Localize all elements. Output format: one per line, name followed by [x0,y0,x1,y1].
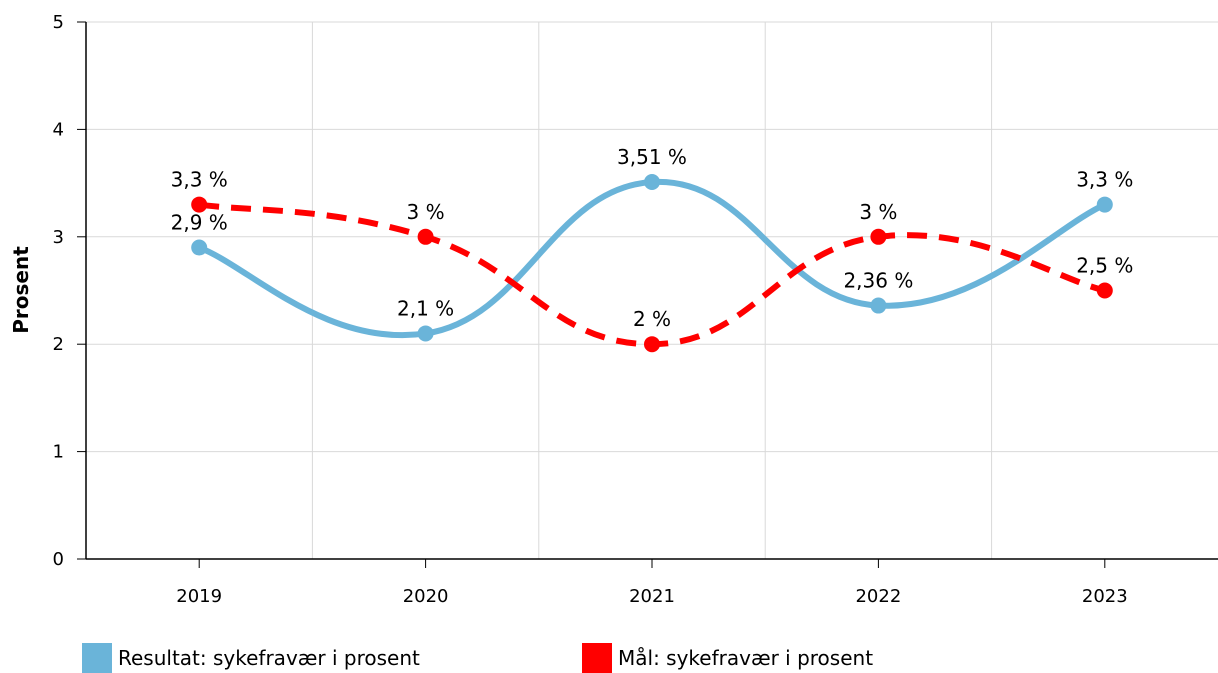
legend-item-resultat[interactable]: Resultat: sykefravær i prosent [82,643,420,673]
data-point-resultat [870,297,887,314]
data-point-resultat [191,239,208,256]
data-point-resultat [417,325,434,342]
y-tick-label: 0 [53,549,64,570]
x-tick-label: 2021 [629,586,675,607]
x-tick-label: 2023 [1082,586,1128,607]
y-axis-title: Prosent [9,246,33,334]
data-label-resultat: 2,36 % [843,269,913,293]
data-label-resultat: 2,9 % [171,211,228,235]
data-label-resultat: 2,1 % [397,296,454,320]
legend-label-mal: Mål: sykefravær i prosent [618,646,874,670]
data-point-mal [644,336,660,353]
data-point-mal [417,228,434,245]
x-tick-label: 2019 [176,586,222,607]
data-label-mal: 3 % [407,200,445,224]
y-tick-label: 3 [53,227,64,248]
x-tick-label: 2022 [855,586,901,607]
label-layer: 2,9 % 2,1 % 3,51 % 2,36 % 3,3 % 3,3 % 3 % 2 % 3 … [171,145,1134,331]
series-layer [191,174,1113,353]
x-tick-label: 2020 [403,586,449,607]
data-label-mal: 3,3 % [171,168,228,192]
y-tick-label: 4 [53,119,64,140]
y-tick-label: 5 [53,12,64,33]
data-label-mal: 2 % [633,307,671,331]
data-label-resultat: 3,3 % [1076,168,1133,192]
data-point-resultat [1096,196,1113,213]
data-point-mal [191,196,208,213]
data-label-resultat: 3,51 % [617,145,687,169]
data-point-resultat [644,174,660,191]
legend-swatch-resultat [82,643,112,673]
axis-layer: 0 1 2 3 4 5 2019 2020 2021 2022 2023 [53,12,1218,607]
legend-label-resultat: Resultat: sykefravær i prosent [118,646,420,670]
grid-layer [86,21,1218,559]
data-label-mal: 3 % [859,200,897,224]
data-label-mal: 2,5 % [1076,254,1133,278]
y-tick-label: 1 [53,442,64,463]
data-point-mal [870,228,887,245]
y-tick-label: 2 [53,334,64,355]
legend-item-mal[interactable]: Mål: sykefravær i prosent [582,643,874,673]
legend-swatch-mal [582,643,612,673]
data-point-mal [1096,282,1113,299]
